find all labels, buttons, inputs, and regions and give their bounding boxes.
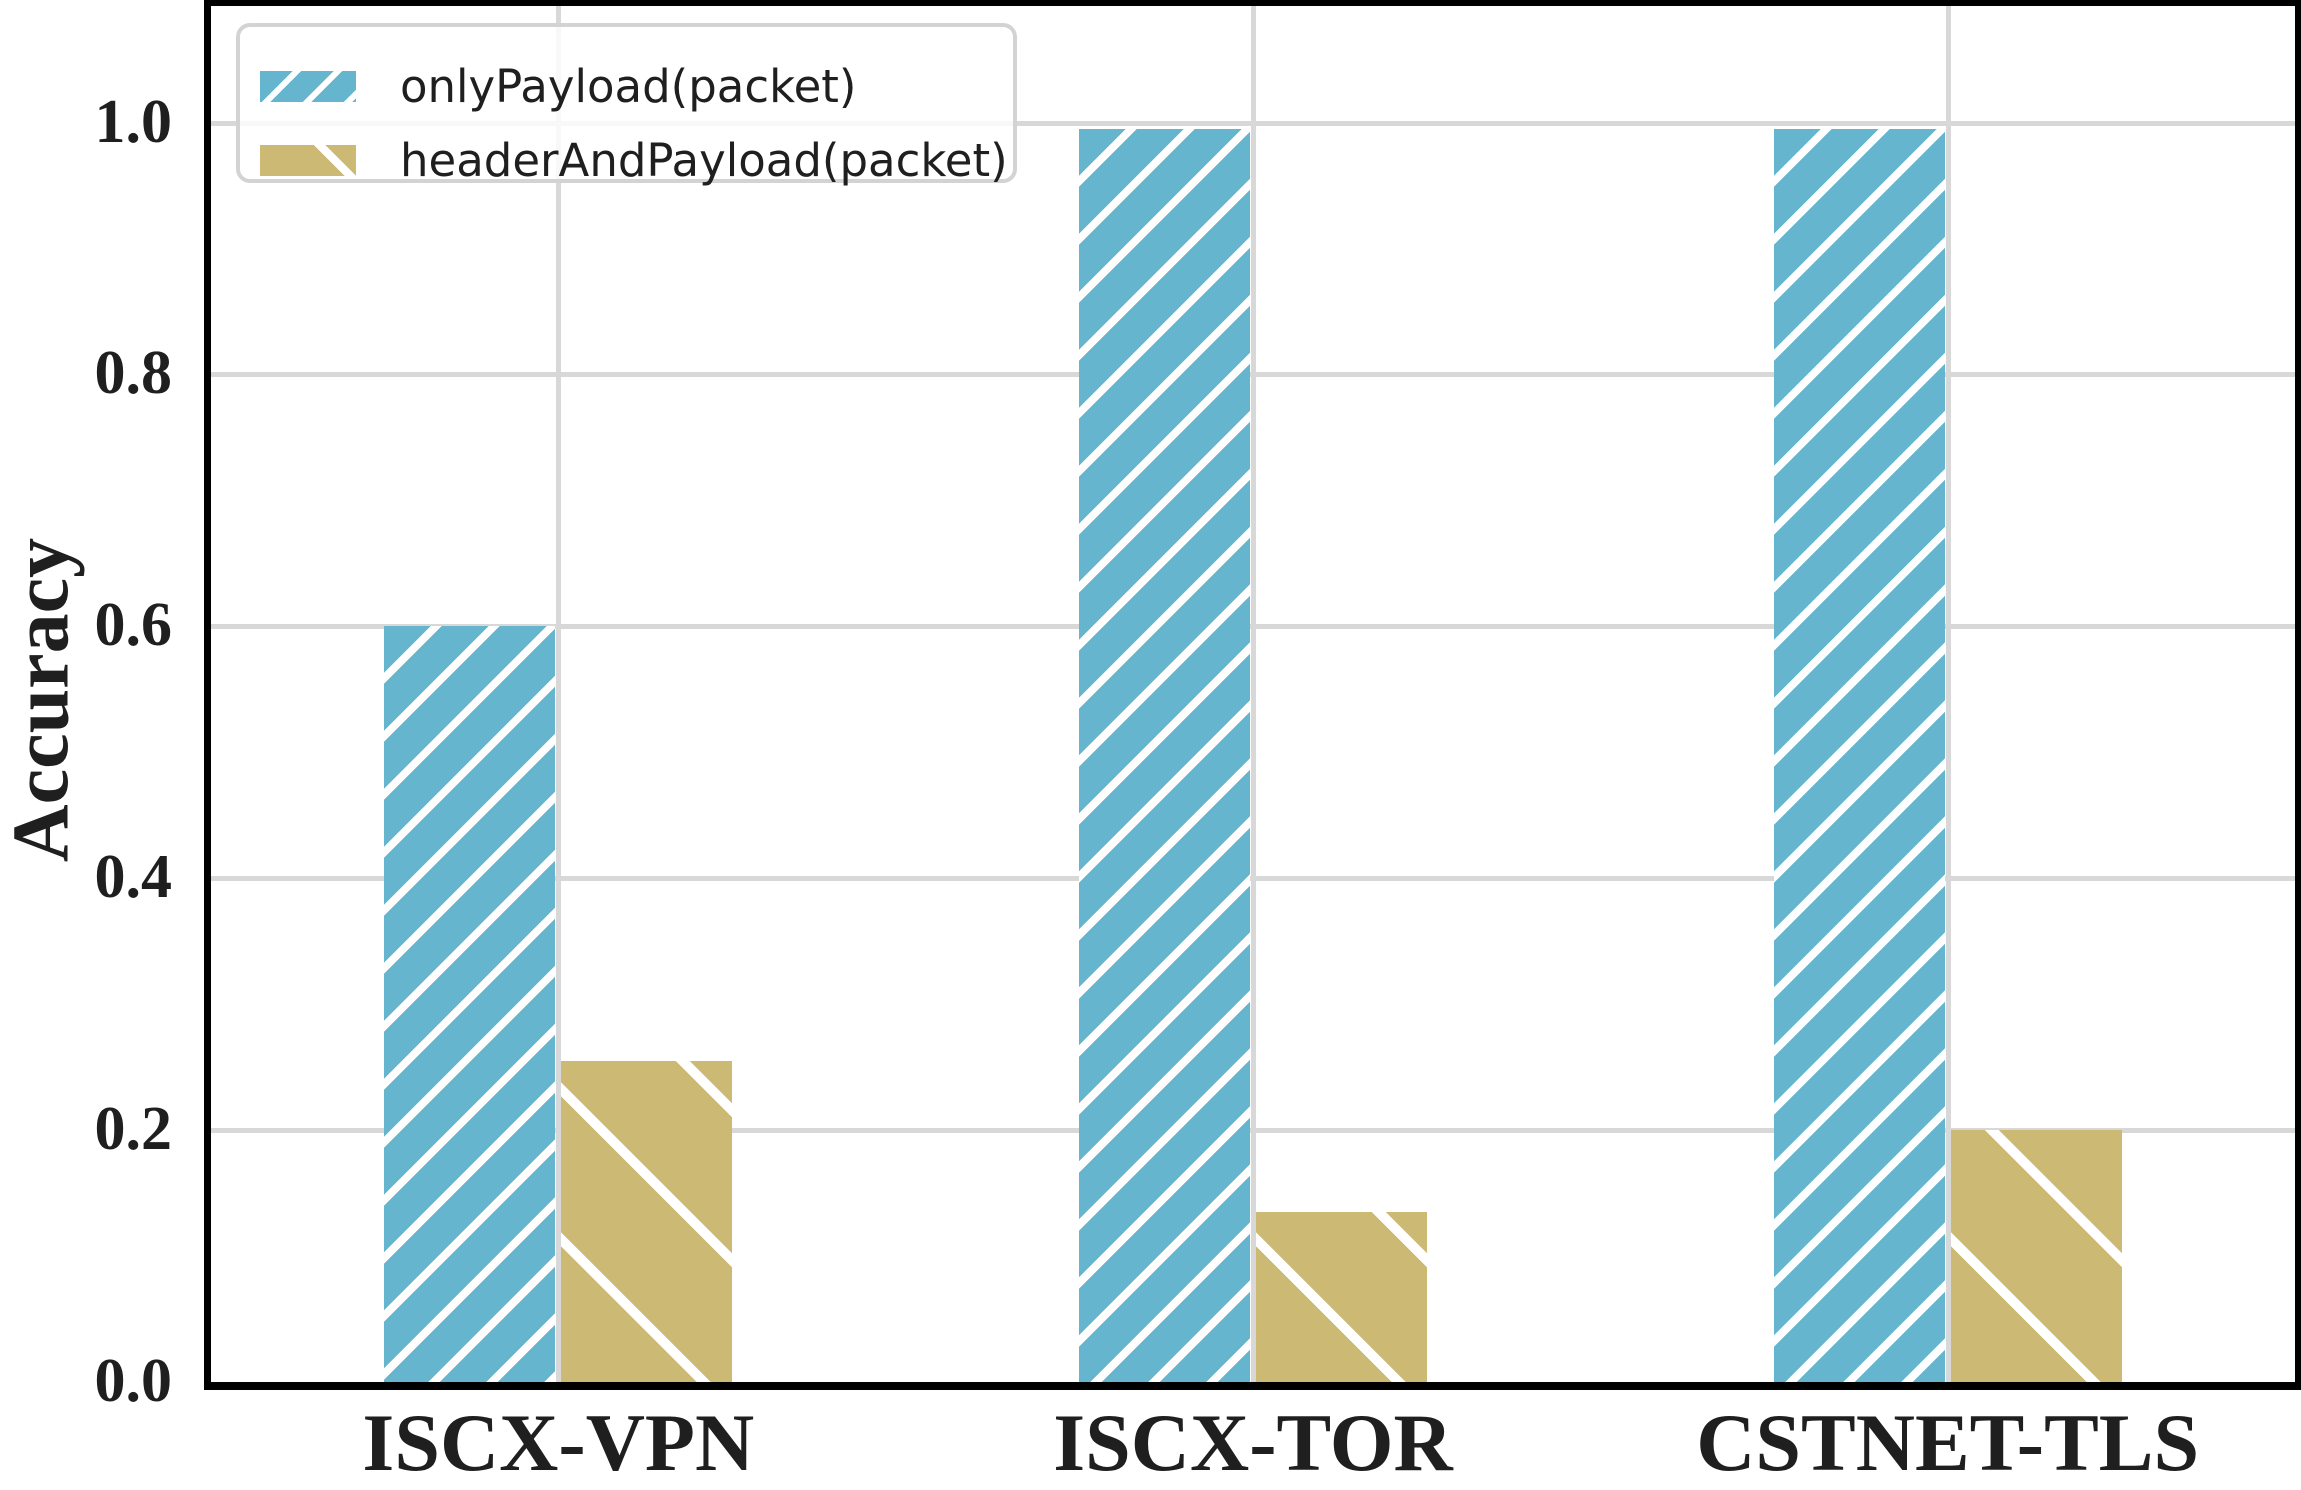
legend-entry-onlypayload: onlyPayload(packet) xyxy=(260,51,1013,121)
legend-label-headerandpayload: headerAndPayload(packet) xyxy=(400,133,1008,187)
bar-headerandpayload-iscx-tor xyxy=(1256,1211,1427,1382)
y-axis-label: Accuracy xyxy=(0,537,86,863)
legend: onlyPayload(packet) headerAndPayload(pac… xyxy=(236,23,1017,183)
bar-onlypayload-iscx-tor xyxy=(1079,128,1250,1382)
bar-onlypayload-iscx-vpn xyxy=(384,626,556,1382)
bar-onlypayload-cstnet-tls xyxy=(1773,128,1945,1382)
plot-area xyxy=(204,0,2301,1390)
y-tick-label-0.4: 0.4 xyxy=(94,842,173,911)
gridline-x-iscx-tor xyxy=(1251,6,1256,1382)
y-tick-label-0.0: 0.0 xyxy=(94,1346,173,1415)
y-tick-label-0.2: 0.2 xyxy=(94,1094,173,1163)
gridline-x-iscx-vpn xyxy=(556,6,562,1382)
y-tick-label-1.0: 1.0 xyxy=(94,87,173,156)
bar-headerandpayload-iscx-vpn xyxy=(561,1060,733,1382)
x-tick-label-iscx-tor: ISCX-TOR xyxy=(1053,1397,1453,1488)
y-tick-label-0.6: 0.6 xyxy=(94,591,173,660)
x-tick-label-cstnet-tls: CSTNET-TLS xyxy=(1696,1397,2200,1488)
y-tick-label-0.8: 0.8 xyxy=(94,339,173,408)
gridline-x-cstnet-tls xyxy=(1945,6,1951,1382)
legend-swatch-headerandpayload-icon xyxy=(260,144,356,176)
legend-label-onlypayload: onlyPayload(packet) xyxy=(400,59,857,113)
x-tick-label-iscx-vpn: ISCX-VPN xyxy=(362,1397,755,1488)
bar-headerandpayload-cstnet-tls xyxy=(1950,1130,2122,1382)
legend-swatch-onlypayload-icon xyxy=(260,70,356,102)
legend-entry-headerandpayload: headerAndPayload(packet) xyxy=(260,125,1013,195)
